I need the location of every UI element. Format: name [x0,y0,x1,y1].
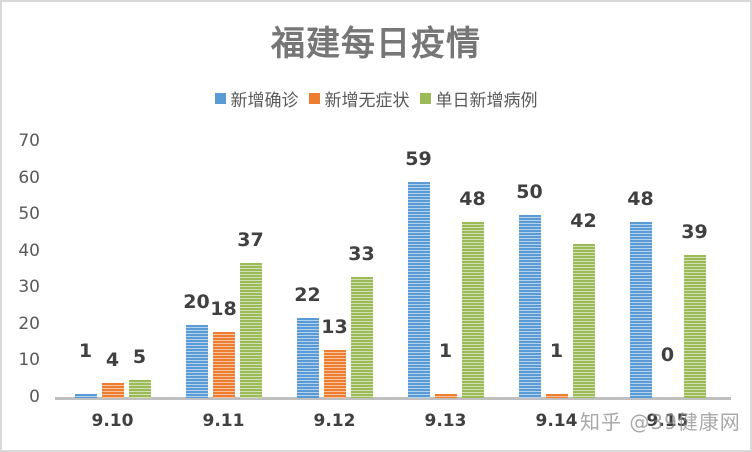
bar [545,394,568,398]
bar [518,215,541,398]
data-label: 48 [627,188,654,211]
data-label: 18 [210,298,237,321]
data-label: 20 [183,290,210,313]
bar [407,182,430,398]
y-tick-label: 30 [18,277,40,298]
bar [461,222,484,398]
y-tick-label: 50 [18,204,40,225]
bar [212,332,235,398]
x-tick-label: 9.15 [646,411,689,431]
bar [296,317,319,398]
x-tick-label: 9.13 [424,411,467,431]
bar [185,324,208,398]
data-label: 5 [132,345,147,368]
bar [239,262,262,398]
bar [629,222,652,398]
data-label: 48 [459,188,486,211]
legend-label-daily-new: 单日新增病例 [435,91,538,111]
y-tick-label: 40 [18,240,40,261]
data-label: 22 [294,283,321,306]
bar [323,350,346,398]
legend-item-asymptomatic: 新增无症状 [308,86,410,111]
x-tick-label: 9.12 [313,411,356,431]
data-label: 37 [237,228,264,251]
chart-legend: 新增确诊 新增无症状 单日新增病例 [0,86,752,111]
legend-item-daily-new: 单日新增病例 [419,86,538,111]
y-tick-label: 60 [18,167,40,188]
data-label: 4 [105,349,120,372]
bar [683,255,706,398]
data-label: 13 [321,316,348,339]
chart-title: 福建每日疫情 [271,24,481,64]
data-label: 39 [681,221,708,244]
y-tick-label: 20 [18,313,40,334]
x-tick-label: 9.14 [535,411,578,431]
data-label: 1 [78,340,93,363]
bar [74,394,97,398]
legend-swatch-confirmed [214,93,226,104]
data-label: 42 [570,210,597,233]
y-tick-label: 0 [29,387,40,407]
data-label: 1 [438,340,453,363]
bar [350,277,373,398]
data-label: 1 [549,340,564,363]
x-tick-label: 9.10 [91,411,134,431]
legend-swatch-daily-new [419,93,431,104]
legend-swatch-asymptomatic [308,93,320,104]
legend-label-confirmed: 新增确诊 [230,91,299,111]
bar [101,383,124,398]
bar [434,394,457,398]
data-label: 50 [516,181,543,204]
bar [128,379,151,398]
legend-label-asymptomatic: 新增无症状 [324,91,410,111]
data-label: 33 [348,243,375,266]
legend-item-confirmed: 新增确诊 [214,86,299,111]
data-label: 0 [660,344,675,366]
bar [572,244,595,398]
y-tick-label: 70 [18,131,40,151]
x-axis-line [55,397,731,400]
watermark: 知乎 @39健康网 [580,410,741,434]
x-tick-label: 9.11 [202,411,245,431]
y-tick-label: 10 [18,350,40,371]
data-label: 59 [405,148,432,171]
